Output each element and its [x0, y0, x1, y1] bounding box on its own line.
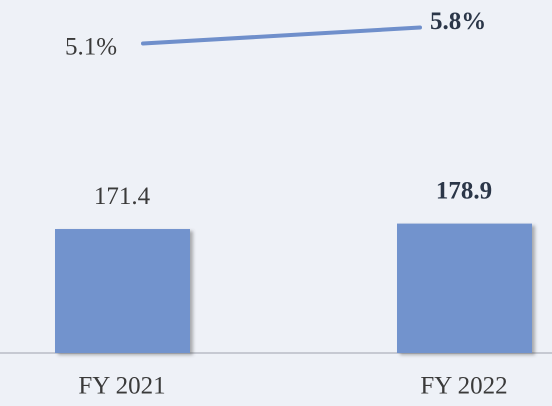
x-tick-label: FY 2021	[78, 373, 165, 400]
bar	[55, 229, 190, 353]
data-label: 5.8%	[430, 8, 486, 35]
data-label: 171.4	[94, 183, 151, 210]
line	[141, 25, 422, 46]
data-label: 5.1%	[65, 33, 117, 60]
x-tick-label: FY 2022	[420, 373, 507, 400]
bar	[397, 223, 532, 353]
data-label: 178.9	[436, 177, 492, 204]
